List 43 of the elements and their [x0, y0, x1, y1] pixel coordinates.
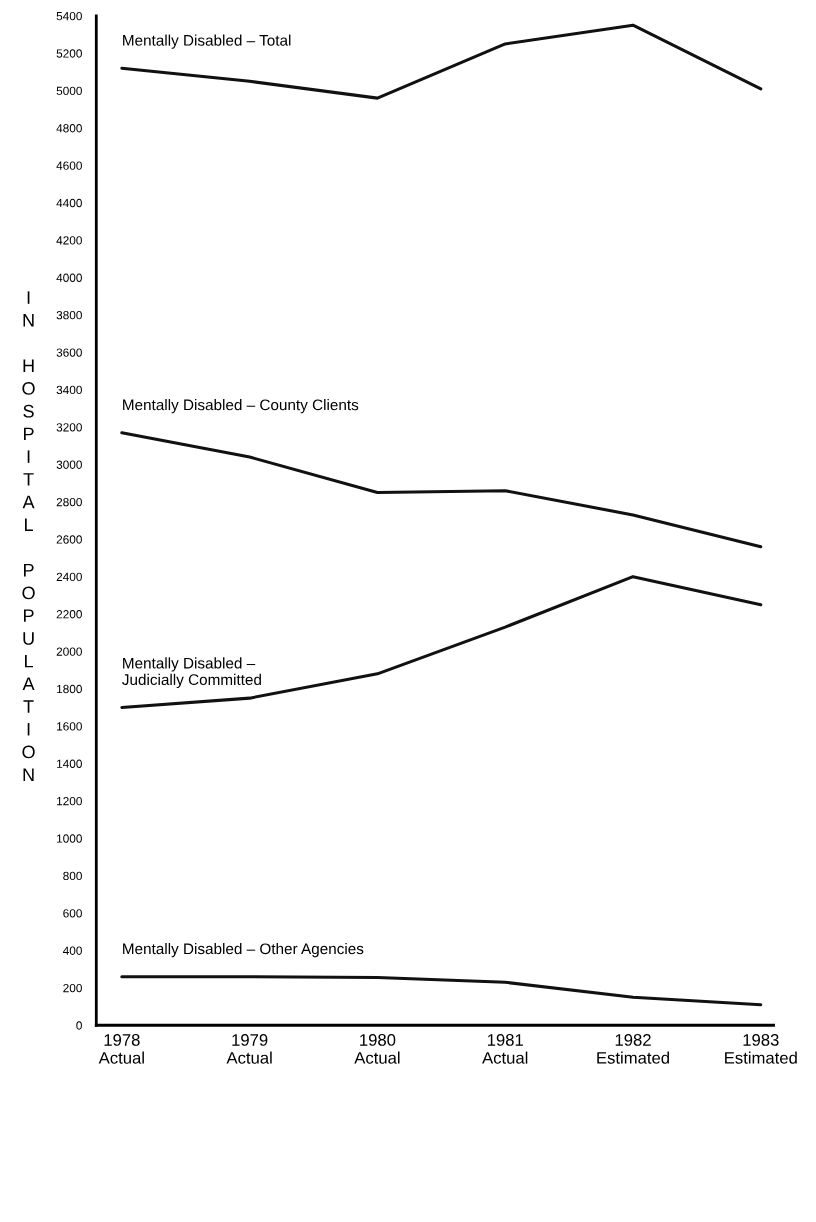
y-tick-label: 400 [62, 946, 82, 955]
y-tick-label: 3400 [56, 385, 82, 395]
y-tick-label: 800 [63, 871, 82, 881]
x-tick-label: 1979 Actual [226, 1034, 272, 1064]
text: IN HOSPITAL POPULATION [22, 291, 35, 781]
line-series [120, 431, 763, 549]
y-tick-label: 5000 [56, 86, 82, 96]
series-label: Mentally Disabled – Other Agencies [123, 942, 364, 958]
y-tick-label: 4200 [56, 236, 82, 245]
series-label: Mentally Disabled – County Clients [123, 399, 359, 414]
y-tick-label: 2800 [56, 497, 82, 507]
y-tick-label: 4400 [56, 198, 82, 208]
y-tick-label: 3800 [56, 310, 82, 320]
y-tick-label: 2600 [56, 535, 82, 544]
line-series [120, 575, 763, 710]
x-tick-label: 1981 Actual [482, 1034, 528, 1064]
x-tick-label: 1980 Actual [354, 1034, 400, 1064]
y-tick-label: 2200 [56, 610, 82, 619]
y-tick-label: 0 [76, 1021, 82, 1030]
y-tick-label: 5400 [56, 11, 82, 21]
y-tick-label: 1200 [57, 796, 82, 806]
y-tick-label: 4600 [56, 161, 82, 170]
series-label: Mentally Disabled – Total [123, 34, 291, 49]
x-tick-label: 1983 Estimated [725, 1034, 797, 1064]
series-label: Mentally Disabled – Judicially Committed [122, 657, 261, 689]
y-tick-label: 3000 [56, 460, 82, 469]
y-tick-label: 3600 [56, 348, 82, 357]
y-tick-label: 200 [63, 983, 82, 993]
y-tick-label: 2400 [56, 572, 82, 582]
y-tick-label: 4000 [56, 273, 82, 282]
y-tick-label: 2000 [56, 647, 82, 656]
y-tick-label: 5200 [56, 49, 82, 58]
line-series [120, 23, 763, 100]
line-series [120, 975, 763, 1007]
y-tick-label: 1600 [57, 722, 82, 731]
y-tick-label: 3200 [56, 423, 82, 432]
y-tick-label: 600 [63, 909, 82, 918]
y-tick-label: 1400 [57, 759, 82, 768]
y-tick-label: 4800 [56, 124, 82, 133]
x-tick-label: 1982 Estimated [597, 1034, 669, 1064]
x-tick-label: 1978 Actual [98, 1034, 144, 1064]
y-tick-label: 1800 [57, 684, 82, 694]
y-tick-label: 1000 [57, 834, 82, 843]
